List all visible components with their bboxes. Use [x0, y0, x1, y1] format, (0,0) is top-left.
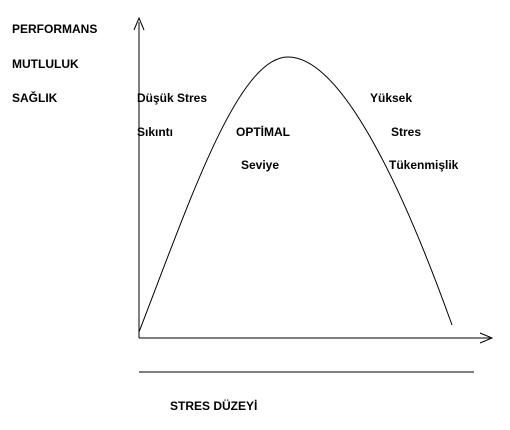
region-label: Düşük Stres — [137, 91, 207, 105]
region-label: Stres — [391, 125, 421, 139]
region-label: OPTİMAL — [236, 124, 290, 139]
region-label: Sıkıntı — [137, 125, 173, 139]
stress-curve — [138, 56, 453, 333]
region-label: Yüksek — [370, 91, 412, 105]
region-label: Seviye — [241, 158, 279, 172]
y-axis-label: MUTLULUK — [12, 57, 79, 71]
x-axis-label: STRES DÜZEYİ — [170, 398, 257, 413]
x-arrow — [479, 332, 494, 344]
y-axis-label: SAĞLIK — [12, 90, 58, 105]
y-axis-label: PERFORMANS — [12, 22, 97, 36]
region-label: Tükenmişlik — [389, 158, 459, 172]
y-arrow — [133, 16, 145, 31]
